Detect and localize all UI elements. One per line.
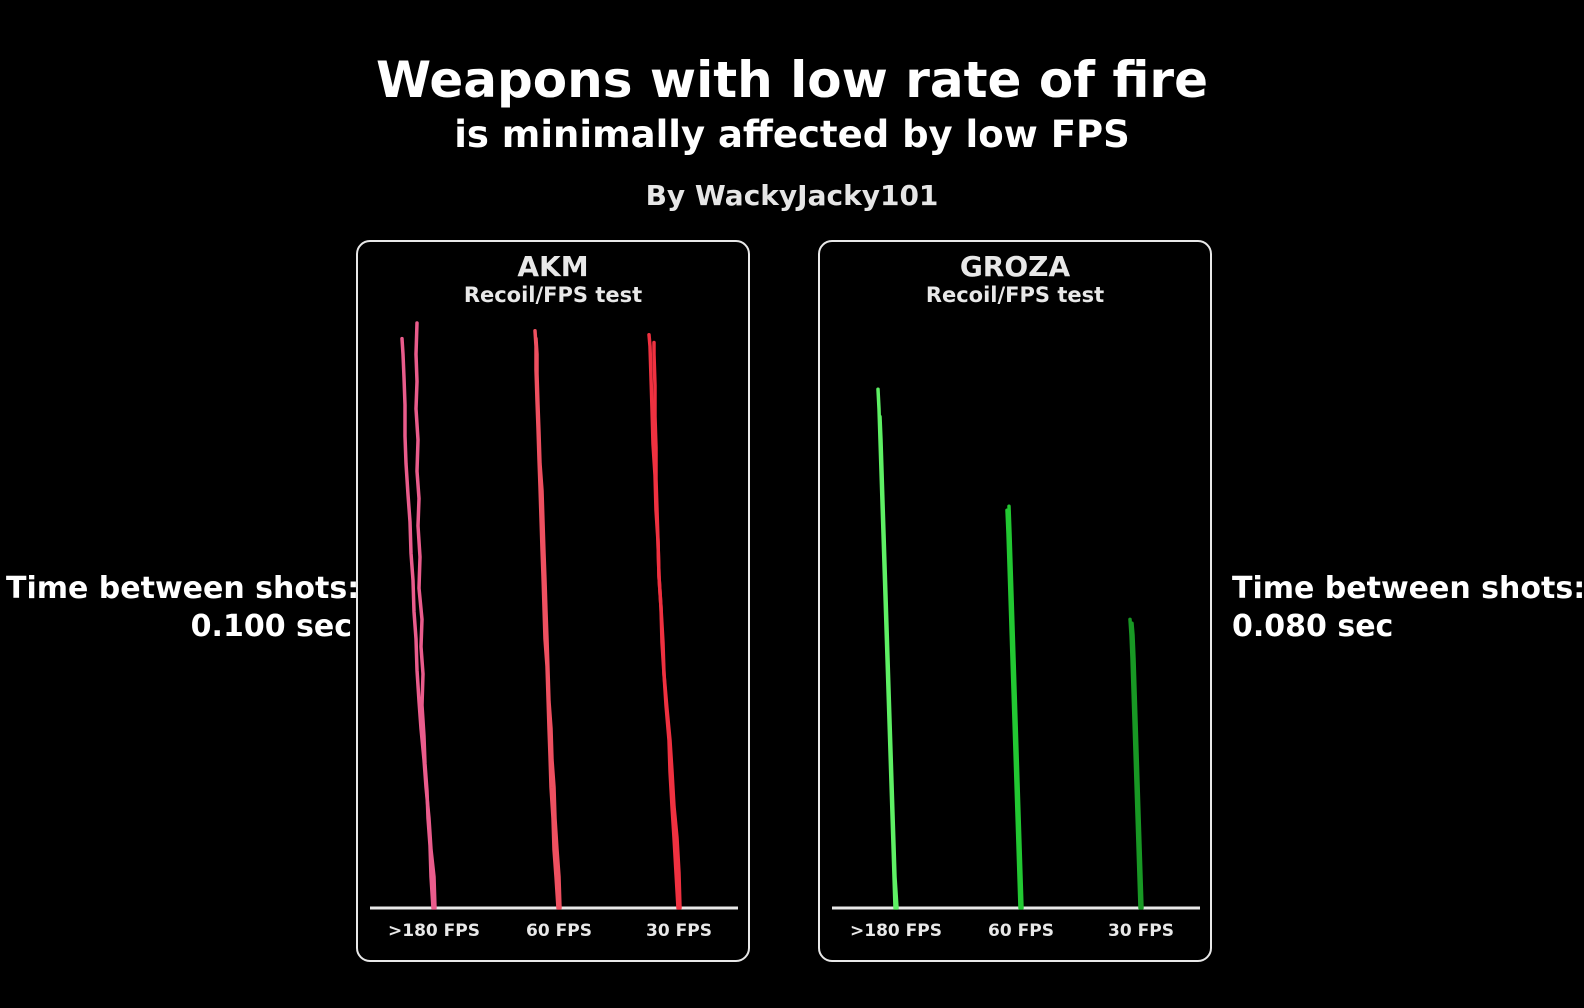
- groza-recoil-chart: >180 FPS 60 FPS 30 FPS: [832, 387, 1200, 941]
- groza-tick-label-180fps: >180 FPS: [850, 921, 942, 941]
- groza-panel-subtitle: Recoil/FPS test: [925, 283, 1105, 307]
- chart-subtitle: is minimally affected by low FPS: [454, 113, 1130, 156]
- akm-tick-label-60fps: 60 FPS: [526, 921, 592, 941]
- groza-recoil-trace-30fps-1: [1128, 617, 1142, 910]
- groza-recoil-trace-30fps-2: [1130, 621, 1144, 910]
- groza-recoil-trace-180fps-2: [878, 414, 899, 910]
- akm-recoil-trace-180fps-2: [400, 336, 437, 910]
- akm-tick-label-180fps: >180 FPS: [388, 921, 480, 941]
- akm-panel: AKM Recoil/FPS test >180 FPS 60 FPS 30 FPS: [356, 240, 750, 962]
- groza-panel-title: GROZA: [959, 250, 1071, 283]
- akm-time-label: Time between shots:: [6, 571, 360, 606]
- groza-panel: GROZA Recoil/FPS test >180 FPS 60 FPS 30 F…: [818, 240, 1212, 962]
- akm-recoil-trace-60fps-2: [534, 336, 562, 910]
- akm-time-between-shots: Time between shots: 0.100 sec: [6, 570, 360, 646]
- akm-time-value: 0.100 sec: [190, 609, 352, 644]
- groza-time-label: Time between shots:: [1232, 571, 1584, 606]
- chart-title: Weapons with low rate of fire: [375, 51, 1208, 109]
- akm-panel-subtitle: Recoil/FPS test: [463, 283, 643, 307]
- akm-recoil-trace-30fps-2: [647, 332, 682, 910]
- akm-tick-label-30fps: 30 FPS: [646, 921, 712, 941]
- groza-recoil-trace-60fps-1: [1005, 508, 1022, 910]
- groza-time-between-shots: Time between shots: 0.080 sec: [1232, 570, 1584, 646]
- author-byline: By WackyJacky101: [645, 179, 939, 212]
- groza-tick-label-60fps: 60 FPS: [988, 921, 1054, 941]
- groza-tick-label-30fps: 30 FPS: [1108, 921, 1174, 941]
- akm-panel-title: AKM: [517, 250, 589, 283]
- groza-time-value: 0.080 sec: [1232, 609, 1394, 644]
- groza-recoil-trace-60fps-2: [1007, 504, 1024, 910]
- akm-recoil-chart: >180 FPS 60 FPS 30 FPS: [370, 321, 738, 941]
